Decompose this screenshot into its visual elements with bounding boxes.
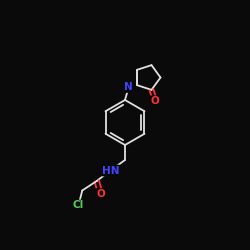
Text: HN: HN	[102, 166, 119, 175]
Text: Cl: Cl	[73, 200, 84, 210]
Text: N: N	[124, 82, 133, 92]
Text: O: O	[151, 96, 160, 106]
Text: O: O	[96, 189, 105, 199]
